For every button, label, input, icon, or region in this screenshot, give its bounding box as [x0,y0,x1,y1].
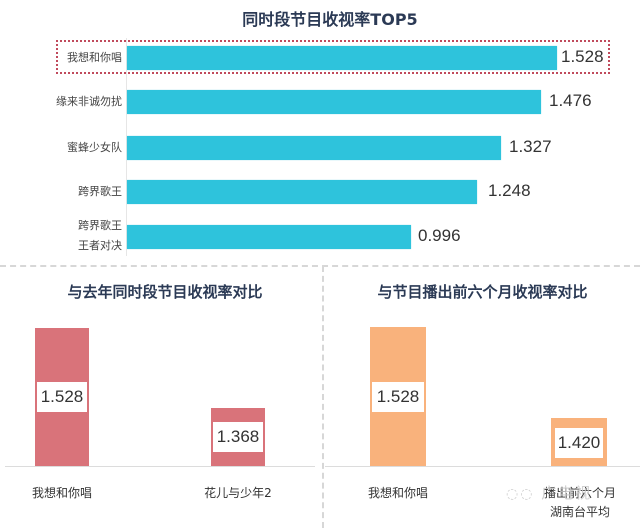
horizontal-divider [0,265,640,267]
bar-value-4: 1.248 [488,181,531,200]
right-bar-1-value: 1.528 [372,382,424,412]
hbar-4 [127,180,477,204]
bar-value-5: 0.996 [418,226,461,245]
bar-label-2: 缘来非诚勿扰 [56,95,122,108]
left-bar-2-label: 花儿与少年2 [204,486,272,500]
right-bar-2-label-line2: 湖南台平均 [549,505,610,519]
hbar-2 [127,90,541,114]
vertical-divider [322,266,324,528]
right-bar-2-value: 1.420 [555,428,603,458]
bar-value-3: 1.327 [509,137,552,156]
left-bar-1-label: 我想和你唱 [31,486,92,500]
bar-label-4: 跨界歌王 [78,185,122,198]
top-chart-title: 同时段节目收视率TOP5 [242,10,418,29]
bar-value-2: 1.476 [549,91,592,110]
bar-label-5-line2: 王者对决 [78,239,122,252]
top-chart-axis [126,38,127,256]
highlight-box [56,40,610,74]
left-chart-title: 与去年同时段节目收视率对比 [67,283,263,301]
wechat-icon: ◌◌ [506,486,535,502]
bar-label-3: 蜜蜂少女队 [67,141,122,154]
right-bar-1-label: 我想和你唱 [367,486,428,500]
bar-label-5-line1: 跨界歌王 [78,219,122,232]
watermark: ◌◌ 广电视 [506,482,592,503]
right-chart-title: 与节目播出前六个月收视率对比 [377,283,588,301]
left-chart-baseline [5,466,315,467]
left-bar-2-value: 1.368 [213,422,263,452]
right-chart-baseline [325,466,640,467]
hbar-5 [127,225,411,249]
watermark-text: 广电视 [541,484,593,502]
hbar-1 [127,46,557,70]
left-bar-1-value: 1.528 [37,382,87,412]
bar-value-1: 1.528 [561,47,604,66]
bar-label-1: 我想和你唱 [67,51,122,64]
right-bar-2-label-line1: 播出前六个月 [543,486,616,500]
hbar-3 [127,136,501,160]
